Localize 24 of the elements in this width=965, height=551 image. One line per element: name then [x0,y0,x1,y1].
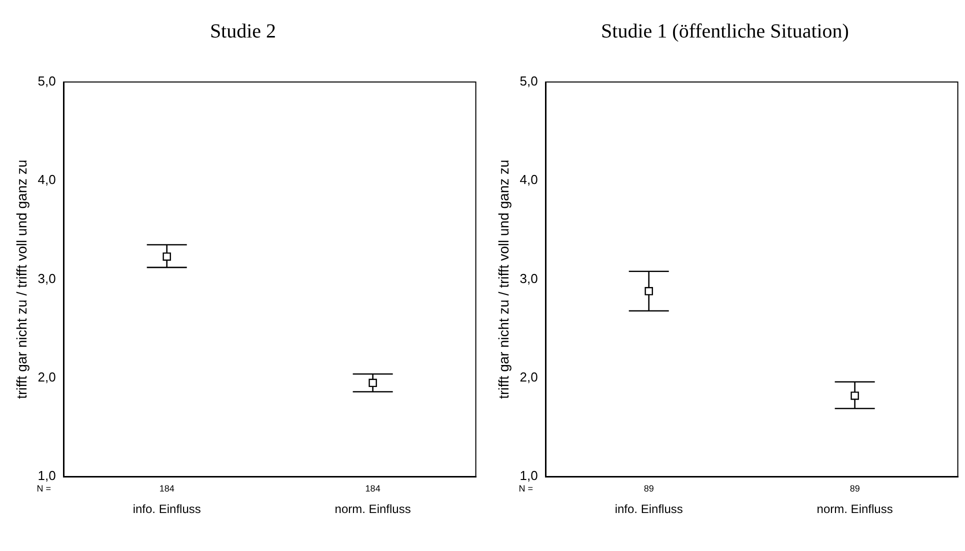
text: N = [36,484,52,494]
chart-title: Studie 2 [210,20,276,42]
x-tick-label: norm. Einfluss [334,502,411,516]
text: 184 [159,484,174,494]
x-tick-label: norm. Einfluss [816,502,893,516]
chart-title: Studie 1 (öffentliche Situation) [601,20,849,42]
y-tick-label: 5,0 [520,74,538,89]
y-tick-label: 5,0 [38,74,56,89]
y-tick-label: 2,0 [520,370,538,385]
y-tick-label: 4,0 [38,172,56,188]
y-tick-label: 1,0 [38,468,56,484]
x-tick-label: info. Einfluss [614,502,683,516]
y-tick-label: 3,0 [520,270,538,286]
text: N = [518,484,534,494]
y-tick-label: 1,0 [520,468,538,484]
x-tick-label: info. Einfluss [132,502,201,516]
y-tick-label: 3,0 [38,270,56,286]
text: 184 [365,484,380,494]
text: 89 [850,484,860,494]
text: 89 [644,484,654,494]
y-tick-label: 4,0 [520,172,538,188]
y-axis-title: trifft gar nicht zu / trifft voll und ganz zu [495,160,512,399]
y-tick-label: 2,0 [38,370,56,385]
y-axis-title: trifft gar nicht zu / trifft voll und ganz zu [13,160,30,399]
